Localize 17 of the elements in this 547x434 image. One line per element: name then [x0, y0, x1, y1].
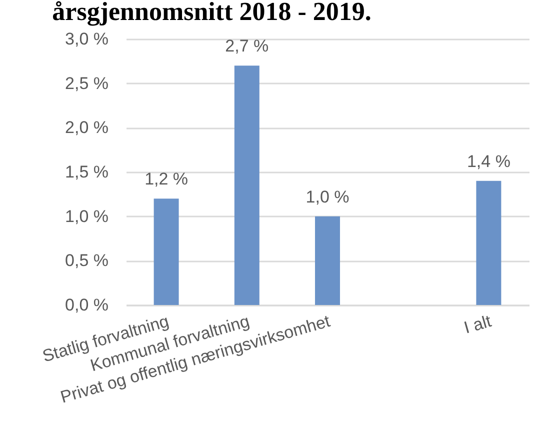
x-tick-label: I alt	[462, 312, 494, 338]
bar	[234, 66, 260, 305]
y-tick-label: 0,5 %	[65, 251, 108, 270]
y-tick-label: 3,0 %	[65, 30, 108, 48]
chart-title: årsgjennomsnitt 2018 - 2019.	[52, 0, 372, 26]
bar	[154, 198, 179, 305]
data-label: 1,0 %	[306, 187, 350, 206]
data-label: 2,7 %	[225, 36, 269, 56]
y-tick-label: 2,0 %	[65, 118, 108, 138]
data-label: 1,2 %	[144, 170, 188, 189]
data-label: 1,4 %	[466, 152, 510, 171]
y-tick-label: 2,5 %	[65, 74, 108, 93]
y-tick-label: 0,0 %	[65, 296, 108, 314]
y-tick-label: 1,5 %	[65, 162, 108, 182]
y-tick-label: 1,0 %	[65, 206, 108, 226]
bar	[315, 216, 340, 305]
bar	[476, 180, 502, 305]
